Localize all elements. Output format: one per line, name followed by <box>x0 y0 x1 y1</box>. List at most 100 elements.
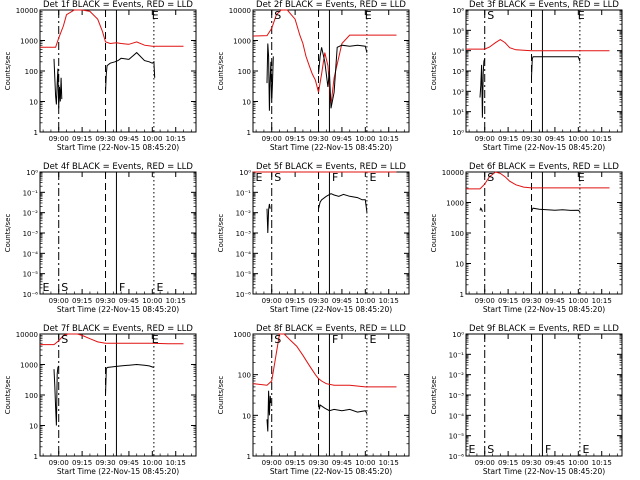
y-axis-label: Counts/sec <box>430 376 438 415</box>
phase-marker-S: S <box>487 443 494 456</box>
x-tick-label: 09:15 <box>498 135 518 143</box>
y-tick-label: 1000 <box>233 331 251 339</box>
plot-frame <box>39 9 197 133</box>
y-tick-label: 10⁻² <box>236 210 252 218</box>
y-tick-label: 1 <box>460 291 464 299</box>
y-tick-label: 1 <box>34 453 38 461</box>
y-tick-label: 10⁰ <box>239 169 251 177</box>
phase-marker-E: E <box>369 333 376 346</box>
x-axis-label: Start Time (22-Nov-15 08:45:20) <box>57 305 179 314</box>
x-tick-label: 09:30 <box>308 135 328 143</box>
x-tick-label: 10:15 <box>592 297 612 305</box>
lld-series-line <box>252 333 397 388</box>
chart-title: Det 3f BLACK = Events, RED = LLD <box>469 0 619 10</box>
chart-panel-7: Det 7f BLACK = Events, RED = LLD 1 10 100 10… <box>4 324 197 476</box>
y-tick-label: 10⁻¹ <box>449 351 465 359</box>
y-tick-label: 10¹ <box>452 109 464 117</box>
x-tick-label: 09:45 <box>332 459 352 467</box>
y-tick-label: 10⁻⁶ <box>236 291 252 299</box>
y-tick-label: 10⁴ <box>452 48 464 56</box>
y-tick-label: 10⁻⁴ <box>449 412 465 420</box>
x-tick-label: 09:00 <box>475 297 495 305</box>
y-axis-label: Counts/sec <box>217 214 225 253</box>
x-tick-label: 10:15 <box>166 297 186 305</box>
y-tick-label: 10 <box>242 99 251 107</box>
y-tick-label: 10000 <box>229 7 251 15</box>
chart-title: Det 4f BLACK = Events, RED = LLD <box>43 162 193 172</box>
y-axis-label: Counts/sec <box>430 214 438 253</box>
events-series-line <box>266 203 271 234</box>
y-tick-label: 10⁻⁵ <box>236 271 252 279</box>
x-tick-label: 09:30 <box>95 135 115 143</box>
chart-panel-3: Det 3f BLACK = Events, RED = LLD 10⁰ 10¹ 10… <box>430 0 623 152</box>
x-tick-label: 10:00 <box>568 135 588 143</box>
y-tick-label: 10⁻⁵ <box>449 433 465 441</box>
y-tick-label: 1 <box>247 453 251 461</box>
x-tick-label: 10:15 <box>379 135 399 143</box>
x-tick-label: 09:30 <box>521 135 541 143</box>
x-tick-label: 10:00 <box>568 459 588 467</box>
y-tick-label: 1000 <box>20 362 38 370</box>
x-tick-label: 09:00 <box>49 135 69 143</box>
y-tick-label: 10⁻² <box>23 210 39 218</box>
chart-panel-2: Det 2f BLACK = Events, RED = LLD 1 10 100 10… <box>217 0 410 152</box>
plot-frame <box>252 333 410 457</box>
x-tick-label: 10:15 <box>379 297 399 305</box>
chart-panel-9: Det 9f BLACK = Events, RED = LLD 10⁻⁶ 10⁻⁵… <box>430 324 623 476</box>
y-tick-label: 100 <box>238 68 251 76</box>
x-tick-label: 09:30 <box>308 459 328 467</box>
x-axis-label: Start Time (22-Nov-15 08:45:20) <box>483 467 605 476</box>
y-tick-label: 10⁰ <box>26 169 38 177</box>
x-tick-label: 10:15 <box>166 135 186 143</box>
y-tick-label: 10⁶ <box>452 7 464 15</box>
y-tick-label: 10⁵ <box>452 27 464 35</box>
y-axis-label: Counts/sec <box>4 214 12 253</box>
lld-series-line <box>252 9 397 105</box>
x-tick-label: 09:45 <box>119 297 139 305</box>
x-tick-label: 09:15 <box>285 135 305 143</box>
x-tick-label: 09:45 <box>545 297 565 305</box>
phase-marker-F: F <box>545 443 551 456</box>
x-tick-label: 09:45 <box>545 459 565 467</box>
x-axis-label: Start Time (22-Nov-15 08:45:20) <box>57 467 179 476</box>
x-tick-label: 09:30 <box>308 297 328 305</box>
events-series-line <box>105 51 156 93</box>
y-tick-label: 10⁻² <box>449 372 465 380</box>
x-tick-label: 09:15 <box>285 459 305 467</box>
x-tick-label: 09:00 <box>262 459 282 467</box>
events-series-line <box>53 365 60 426</box>
y-tick-label: 10⁻³ <box>23 230 39 238</box>
events-series-line <box>531 56 581 78</box>
y-tick-label: 10000 <box>16 7 38 15</box>
plot-frame <box>252 171 410 295</box>
events-series-line <box>318 403 368 414</box>
chart-panel-5: Det 5f BLACK = Events, RED = LLD 10⁻⁶ 10⁻⁵… <box>217 162 410 314</box>
phase-marker-E: E <box>469 443 476 456</box>
phase-marker-E: E <box>152 333 159 346</box>
x-axis-label: Start Time (22-Nov-15 08:45:20) <box>483 305 605 314</box>
y-tick-label: 1000 <box>20 38 38 46</box>
x-tick-label: 09:45 <box>332 135 352 143</box>
y-tick-label: 100 <box>25 68 38 76</box>
phase-marker-E: E <box>156 281 163 294</box>
x-tick-label: 10:15 <box>379 459 399 467</box>
y-tick-label: 100 <box>25 392 38 400</box>
phase-marker-S: S <box>274 9 281 22</box>
phase-marker-E: E <box>578 171 585 184</box>
phase-marker-E: E <box>152 9 159 22</box>
x-axis-label: Start Time (22-Nov-15 08:45:20) <box>270 143 392 152</box>
x-tick-label: 09:15 <box>498 297 518 305</box>
y-tick-label: 10⁻⁴ <box>23 250 39 258</box>
events-series-line <box>318 193 368 213</box>
y-axis-label: Counts/sec <box>217 376 225 415</box>
x-tick-label: 10:00 <box>568 297 588 305</box>
lld-series-line <box>40 9 184 48</box>
y-tick-label: 10 <box>242 412 251 420</box>
chart-title: Det 1f BLACK = Events, RED = LLD <box>43 0 193 10</box>
x-tick-label: 09:30 <box>521 459 541 467</box>
x-tick-label: 09:45 <box>119 459 139 467</box>
x-tick-label: 09:15 <box>72 297 92 305</box>
lld-series-line <box>466 39 610 52</box>
phase-marker-E: E <box>578 9 585 22</box>
x-tick-label: 09:00 <box>475 135 495 143</box>
